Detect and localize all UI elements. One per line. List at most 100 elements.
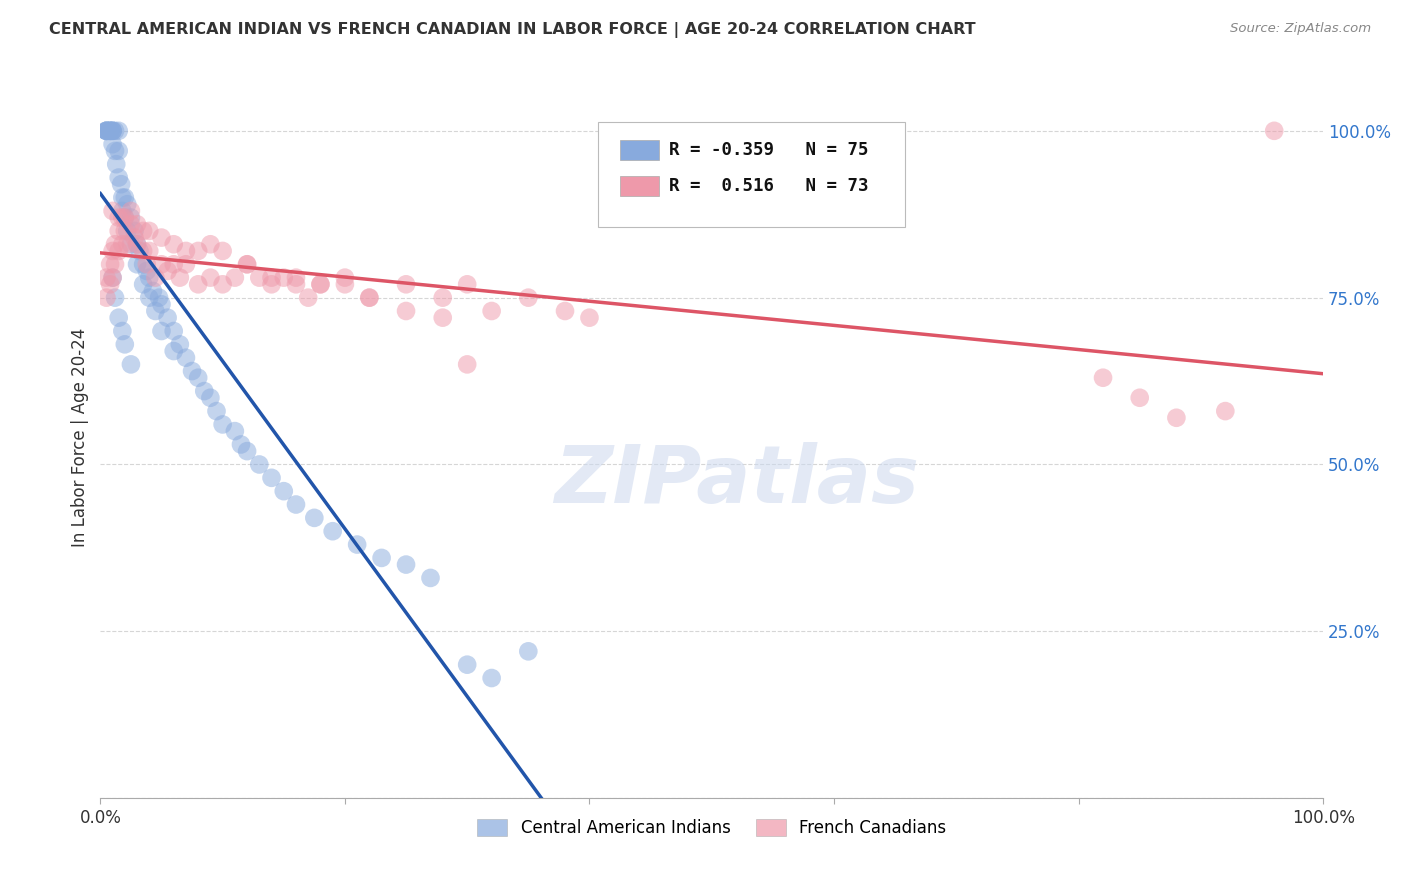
Point [142,284,165,298]
Point [309,277,332,292]
Point [309,277,332,292]
Point [1129,391,1152,405]
Point [111,203,134,218]
Point [101,244,124,258]
Point [432,291,454,305]
Point [174,351,197,365]
Point [101,124,124,138]
Point [114,211,136,225]
Point [200,391,222,405]
Point [163,344,186,359]
Point [107,224,129,238]
Point [96,291,118,305]
Point [96,124,118,138]
Point [333,277,356,292]
Point [150,257,173,271]
Text: R =  0.516   N = 73: R = 0.516 N = 73 [669,178,869,195]
Point [370,550,392,565]
Point [247,458,270,472]
Point [124,230,146,244]
Point [101,270,124,285]
Point [193,384,215,398]
Point [285,498,308,512]
Y-axis label: In Labor Force | Age 20-24: In Labor Force | Age 20-24 [72,328,89,548]
Point [554,304,576,318]
Point [1166,410,1188,425]
Point [456,358,478,372]
Legend: Central American Indians, French Canadians: Central American Indians, French Canadia… [471,813,953,844]
Point [236,257,259,271]
Point [297,291,319,305]
Point [101,124,124,138]
Point [138,224,160,238]
Point [187,370,209,384]
Point [138,270,160,285]
Point [114,337,136,351]
Bar [620,177,659,196]
Point [148,291,170,305]
Point [481,671,503,685]
Point [125,237,148,252]
Point [96,124,118,138]
Point [107,310,129,325]
Point [117,224,139,238]
Point [163,237,186,252]
Point [273,484,295,499]
Point [517,644,540,658]
Point [285,270,308,285]
Point [104,144,127,158]
Point [333,270,356,285]
Point [101,137,124,152]
Point [456,657,478,672]
Point [181,364,204,378]
Point [98,124,121,138]
Point [163,257,186,271]
Point [135,257,157,271]
Point [98,124,121,138]
Point [104,291,127,305]
Point [111,237,134,252]
Point [120,217,142,231]
Point [138,244,160,258]
Point [187,244,209,258]
Point [322,524,344,539]
Point [359,291,381,305]
Text: ZIPatlas: ZIPatlas [554,442,918,520]
Point [96,270,118,285]
Point [211,417,233,432]
Point [236,444,259,458]
Point [224,424,246,438]
Point [104,257,127,271]
Point [419,571,441,585]
Point [224,270,246,285]
Point [200,270,222,285]
Point [107,124,129,138]
Point [1213,404,1236,418]
Point [205,404,228,418]
Point [132,244,155,258]
Text: R = -0.359   N = 75: R = -0.359 N = 75 [669,141,869,160]
Point [132,224,155,238]
Point [120,203,142,218]
Point [211,244,233,258]
Point [150,230,173,244]
Point [346,537,368,551]
Point [125,257,148,271]
Point [150,324,173,338]
Point [132,277,155,292]
Point [107,170,129,185]
Point [120,358,142,372]
Point [98,124,121,138]
Point [114,224,136,238]
Point [174,257,197,271]
Point [200,237,222,252]
Point [1263,124,1285,138]
Point [138,291,160,305]
Point [117,197,139,211]
Point [124,224,146,238]
Point [135,264,157,278]
Point [169,270,191,285]
Point [107,211,129,225]
Point [110,178,132,192]
Bar [620,140,659,161]
